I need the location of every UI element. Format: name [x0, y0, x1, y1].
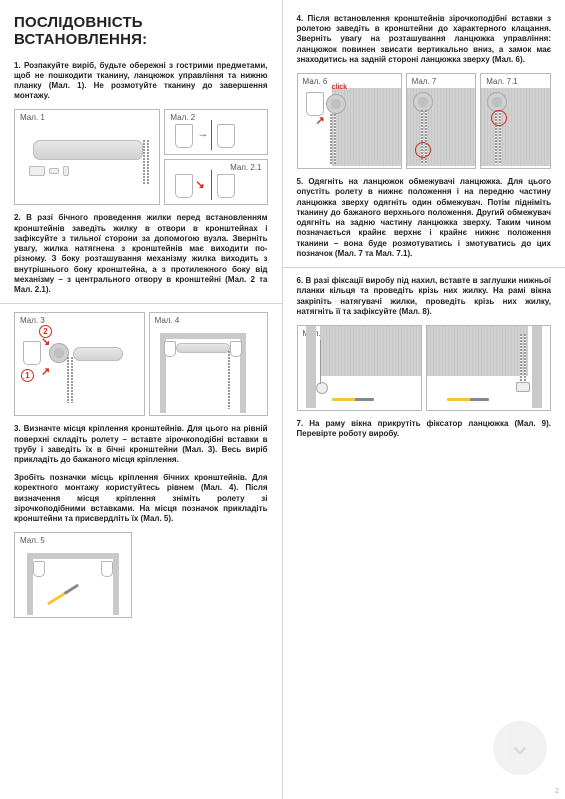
step-3a-text: 3. Визначте місця кріплення кронштейнів.…: [14, 424, 268, 465]
figure-3-label: Мал. 3: [20, 316, 45, 325]
step-5-text: 5. Одягніть на ланцюжок обмежувачі ланцю…: [297, 177, 552, 259]
page-number: 2: [555, 788, 559, 795]
figure-2-1-label: Мал. 2.1: [230, 163, 261, 172]
figure-row-1: Мал. 1 Мал. 2 → Мал. 2.1: [14, 109, 268, 205]
figure-row-3: Мал. 5: [14, 532, 268, 618]
figure-6: Мал. 6 click ↗: [297, 73, 402, 169]
figure-2: Мал. 2 →: [164, 109, 267, 155]
step-1-text: 1. Розпакуйте виріб, будьте обережні з г…: [14, 61, 268, 102]
figure-4: Мал. 4: [149, 312, 268, 416]
step-4-text: 4. Після встановлення кронштейнів зірочк…: [297, 14, 552, 65]
figure-7-1: Мал. 7.1: [480, 73, 551, 169]
figure-1-label: Мал. 1: [20, 113, 45, 122]
step-6-text: 6. В разі фіксації виробу під нахил, вст…: [297, 276, 552, 317]
figure-2-label: Мал. 2: [170, 113, 195, 122]
step-7-text: 7. На раму вікна прикрутіть фіксатор лан…: [297, 419, 552, 439]
figure-5-label: Мал. 5: [20, 536, 45, 545]
figure-row-5: Мал. 8 Мал. 9: [297, 325, 552, 411]
page-title: ПОСЛІДОВНІСТЬ ВСТАНОВЛЕННЯ:: [14, 14, 268, 49]
figure-4-label: Мал. 4: [155, 316, 180, 325]
figure-1: Мал. 1: [14, 109, 160, 205]
step-3b-text: Зробіть позначки місць кріплення бічних …: [14, 473, 268, 524]
figure-row-4: Мал. 6 click ↗ Мал. 7 Мал. 7.1: [297, 73, 552, 169]
watermark-icon: [493, 721, 547, 775]
figure-5: Мал. 5: [14, 532, 132, 618]
figure-8: Мал. 8: [297, 325, 422, 411]
figure-6-label: Мал. 6: [303, 77, 328, 86]
figure-7-1-label: Мал. 7.1: [486, 77, 517, 86]
figure-7-label: Мал. 7: [412, 77, 437, 86]
click-label: click: [332, 84, 348, 91]
figure-2-1: Мал. 2.1 ↘: [164, 159, 267, 205]
divider-1: [0, 303, 282, 304]
figure-9: Мал. 9: [426, 325, 551, 411]
figure-7: Мал. 7: [406, 73, 477, 169]
figure-3: Мал. 3 ↘ ↗ 1 2: [14, 312, 145, 416]
step-2-text: 2. В разі бічного проведення жилки перед…: [14, 213, 268, 295]
divider-2: [283, 267, 565, 268]
figure-row-2: Мал. 3 ↘ ↗ 1 2 Мал. 4: [14, 312, 268, 416]
